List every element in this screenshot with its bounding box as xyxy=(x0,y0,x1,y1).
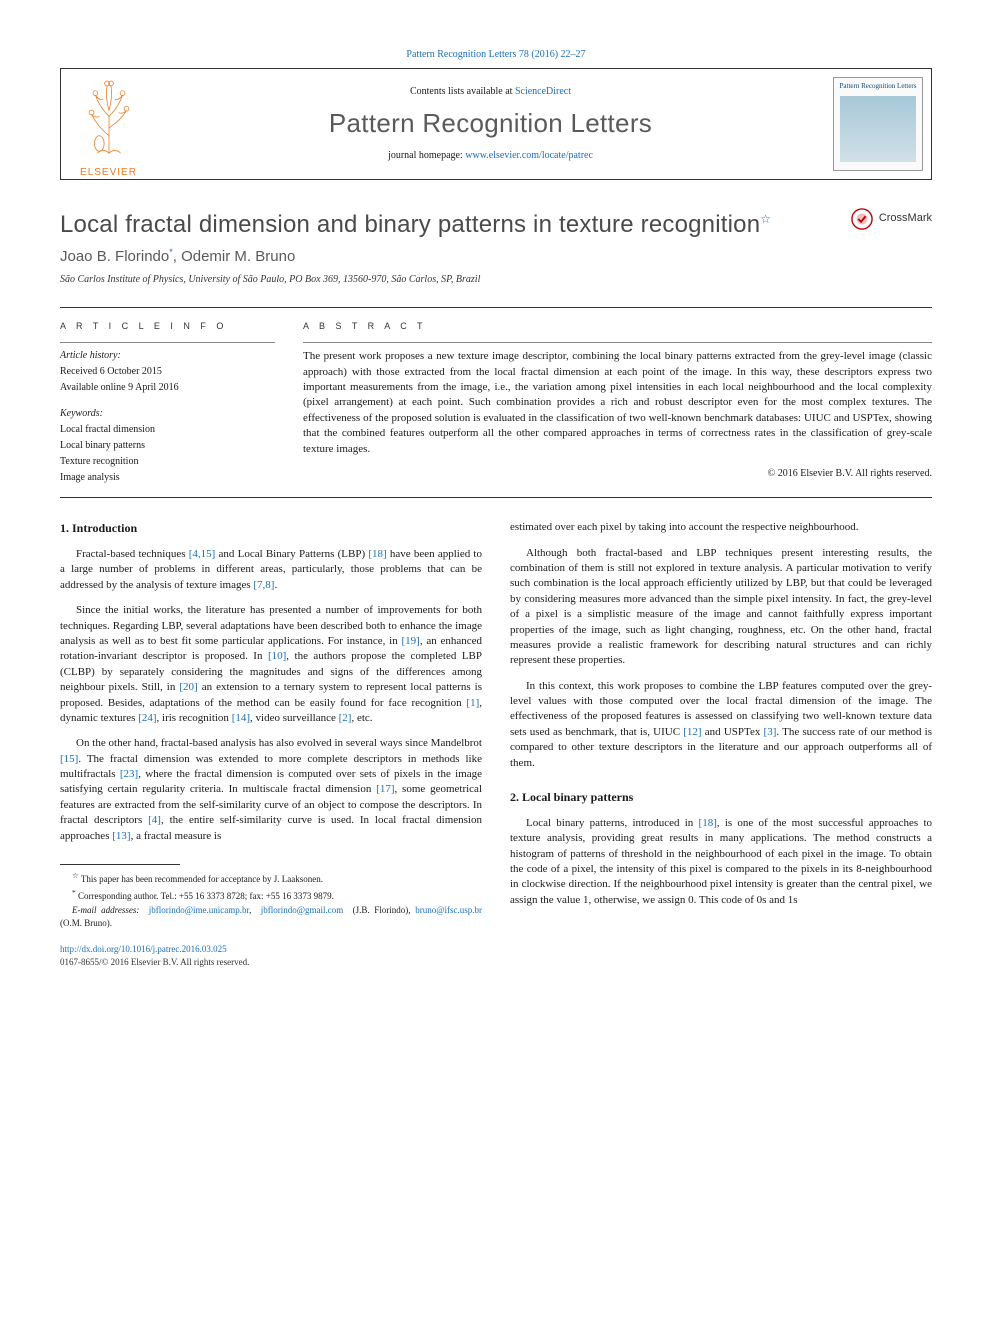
contents-available-text: Contents lists available at ScienceDirec… xyxy=(410,85,571,99)
body-paragraph: estimated over each pixel by taking into… xyxy=(510,520,932,535)
citation-link[interactable]: [13] xyxy=(112,830,130,842)
citation-link[interactable]: [19] xyxy=(401,635,419,647)
keyword: Image analysis xyxy=(60,471,275,485)
corresponding-author-marker: * xyxy=(169,247,173,257)
publisher-name: ELSEVIER xyxy=(70,166,148,180)
keywords-label: Keywords: xyxy=(60,407,275,421)
footnote: ☆ This paper has been recommended for ac… xyxy=(60,871,482,886)
body-paragraph: On the other hand, fractal-based analysi… xyxy=(60,736,482,844)
left-column: 1. Introduction Fractal-based techniques… xyxy=(60,520,482,968)
right-column: estimated over each pixel by taking into… xyxy=(510,520,932,968)
citation-link[interactable]: [1] xyxy=(466,697,479,709)
received-date: Received 6 October 2015 xyxy=(60,365,275,379)
title-footnote-marker: ☆ xyxy=(760,212,771,226)
body-paragraph: In this context, this work proposes to c… xyxy=(510,679,932,771)
publisher-logo: ELSEVIER xyxy=(61,69,156,179)
abstract-copyright: © 2016 Elsevier B.V. All rights reserved… xyxy=(303,467,932,481)
footnote: * Corresponding author. Tel.: +55 16 337… xyxy=(60,888,482,903)
crossmark-icon xyxy=(851,208,873,230)
article-title: Local fractal dimension and binary patte… xyxy=(60,208,771,242)
section-heading-2: 2. Local binary patterns xyxy=(510,789,932,806)
footnote: E-mail addresses: jbflorindo@ime.unicamp… xyxy=(60,904,482,929)
keyword: Local binary patterns xyxy=(60,439,275,453)
citation-link[interactable]: [4,15] xyxy=(189,548,216,560)
keyword: Local fractal dimension xyxy=(60,423,275,437)
body-paragraph: Fractal-based techniques [4,15] and Loca… xyxy=(60,547,482,593)
elsevier-tree-icon xyxy=(70,68,148,160)
authors: Joao B. Florindo*, Odemir M. Bruno xyxy=(60,246,932,267)
journal-name: Pattern Recognition Letters xyxy=(329,105,652,141)
doi-link[interactable]: http://dx.doi.org/10.1016/j.patrec.2016.… xyxy=(60,943,482,956)
body-paragraph: Although both fractal-based and LBP tech… xyxy=(510,546,932,669)
journal-cover-thumbnail: Pattern Recognition Letters xyxy=(833,77,923,171)
email-link[interactable]: jbflorindo@gmail.com xyxy=(261,905,344,915)
article-history-label: Article history: xyxy=(60,349,275,363)
citation-link[interactable]: [2] xyxy=(339,712,352,724)
affiliation: São Carlos Institute of Physics, Univers… xyxy=(60,273,932,287)
journal-citation: Pattern Recognition Letters 78 (2016) 22… xyxy=(60,48,932,62)
citation-link[interactable]: [7,8] xyxy=(253,579,274,591)
keyword: Texture recognition xyxy=(60,455,275,469)
email-link[interactable]: bruno@ifsc.usp.br xyxy=(415,905,482,915)
citation-link[interactable]: [4] xyxy=(148,814,161,826)
citation-link[interactable]: [18] xyxy=(699,817,717,829)
citation-link[interactable]: [23] xyxy=(120,768,138,780)
journal-homepage-link[interactable]: www.elsevier.com/locate/patrec xyxy=(465,150,593,161)
article-info-heading: a r t i c l e i n f o xyxy=(60,320,275,333)
online-date: Available online 9 April 2016 xyxy=(60,381,275,395)
homepage-text: journal homepage: www.elsevier.com/locat… xyxy=(388,149,593,163)
citation-link[interactable]: [10] xyxy=(268,650,286,662)
section-heading-1: 1. Introduction xyxy=(60,520,482,537)
bottom-copyright: 0167-8655/© 2016 Elsevier B.V. All right… xyxy=(60,956,482,969)
citation-link[interactable]: [15] xyxy=(60,753,78,765)
sciencedirect-link[interactable]: ScienceDirect xyxy=(515,86,571,97)
citation-link[interactable]: [3] xyxy=(764,726,777,738)
body-paragraph: Local binary patterns, introduced in [18… xyxy=(510,816,932,908)
body-paragraph: Since the initial works, the literature … xyxy=(60,603,482,726)
citation-link[interactable]: [24] xyxy=(138,712,156,724)
citation-link[interactable]: [14] xyxy=(232,712,250,724)
citation-link[interactable]: [17] xyxy=(376,783,394,795)
citation-link[interactable]: [12] xyxy=(683,726,701,738)
citation-link[interactable]: [20] xyxy=(179,681,197,693)
abstract-body: The present work proposes a new texture … xyxy=(303,342,932,457)
crossmark-badge[interactable]: CrossMark xyxy=(851,208,932,230)
journal-header: ELSEVIER Contents lists available at Sci… xyxy=(60,68,932,180)
citation-link[interactable]: [18] xyxy=(368,548,386,560)
abstract-heading: a b s t r a c t xyxy=(303,320,932,333)
email-link[interactable]: jbflorindo@ime.unicamp.br xyxy=(149,905,249,915)
